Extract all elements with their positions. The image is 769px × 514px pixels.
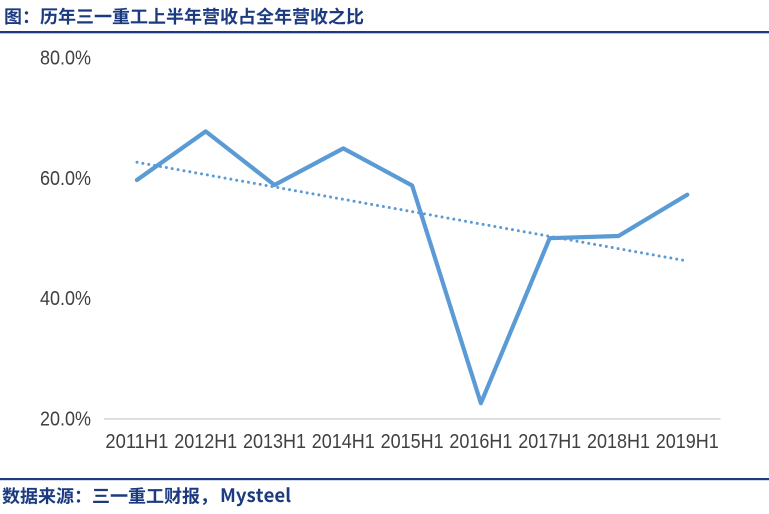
svg-text:2015H1: 2015H1	[381, 431, 444, 453]
svg-text:2014H1: 2014H1	[312, 431, 375, 453]
svg-text:2011H1: 2011H1	[105, 431, 168, 453]
svg-text:2016H1: 2016H1	[449, 431, 512, 453]
svg-text:60.0%: 60.0%	[40, 168, 91, 190]
svg-text:2012H1: 2012H1	[174, 431, 237, 453]
svg-text:20.0%: 20.0%	[40, 408, 91, 430]
svg-text:40.0%: 40.0%	[40, 288, 91, 310]
svg-text:2017H1: 2017H1	[518, 431, 581, 453]
svg-text:2019H1: 2019H1	[656, 431, 719, 453]
svg-text:2018H1: 2018H1	[587, 431, 650, 453]
svg-text:2013H1: 2013H1	[243, 431, 306, 453]
svg-text:80.0%: 80.0%	[40, 48, 91, 70]
